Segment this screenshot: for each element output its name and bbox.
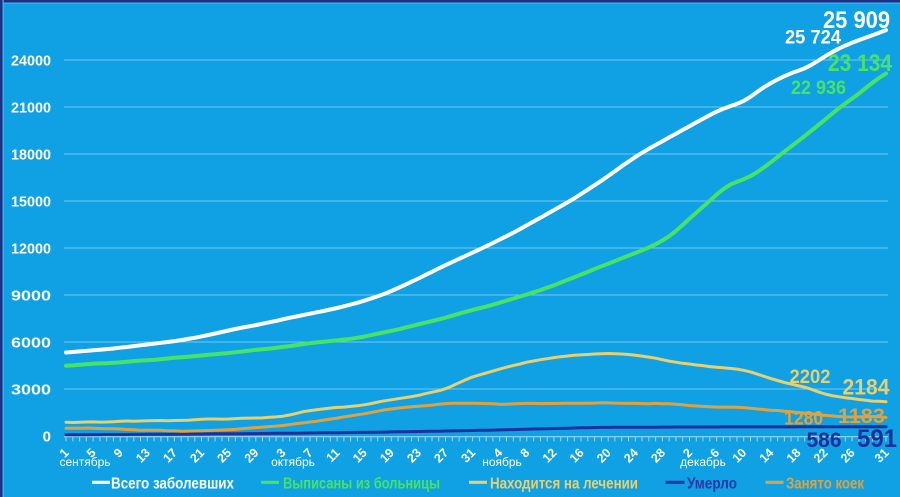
svg-text:1183: 1183 [838,405,885,428]
svg-text:23 134: 23 134 [828,50,893,77]
svg-text:ноябрь: ноябрь [482,455,522,469]
svg-text:24000: 24000 [11,53,51,70]
svg-text:Занято коек: Занято коек [786,476,864,493]
svg-text:сентябрь: сентябрь [59,455,110,469]
svg-text:0: 0 [43,429,51,446]
svg-text:25 724: 25 724 [785,28,841,49]
svg-text:22 936: 22 936 [791,78,846,99]
svg-text:Находится на лечении: Находится на лечении [490,476,638,493]
svg-text:6000: 6000 [11,335,51,352]
svg-text:Умерло: Умерло [687,476,737,493]
svg-text:25 909: 25 909 [823,7,890,34]
svg-text:9000: 9000 [11,288,51,305]
svg-text:Всего заболевших: Всего заболевших [111,476,234,493]
svg-text:12000: 12000 [11,241,51,258]
svg-text:2184: 2184 [843,374,891,399]
svg-text:21000: 21000 [11,100,51,117]
svg-text:1280: 1280 [784,409,823,430]
svg-text:2202: 2202 [790,367,831,388]
svg-text:15000: 15000 [11,194,51,211]
svg-text:декабрь: декабрь [680,455,726,469]
svg-text:591: 591 [857,425,897,453]
svg-text:3000: 3000 [11,382,51,399]
svg-text:октябрь: октябрь [271,455,315,469]
svg-text:18000: 18000 [11,147,51,164]
svg-text:586: 586 [807,429,842,452]
svg-text:Выписаны из больницы: Выписаны из больницы [283,476,440,493]
